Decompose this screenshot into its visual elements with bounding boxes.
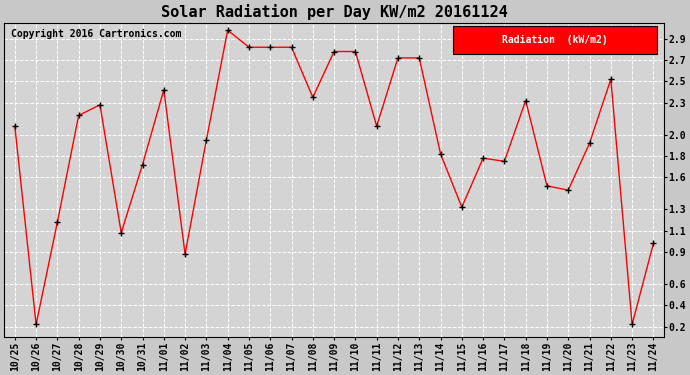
Text: Radiation  (kW/m2): Radiation (kW/m2)	[502, 35, 608, 45]
Title: Solar Radiation per Day KW/m2 20161124: Solar Radiation per Day KW/m2 20161124	[161, 4, 507, 20]
FancyBboxPatch shape	[453, 26, 658, 54]
Text: Copyright 2016 Cartronics.com: Copyright 2016 Cartronics.com	[11, 29, 181, 39]
